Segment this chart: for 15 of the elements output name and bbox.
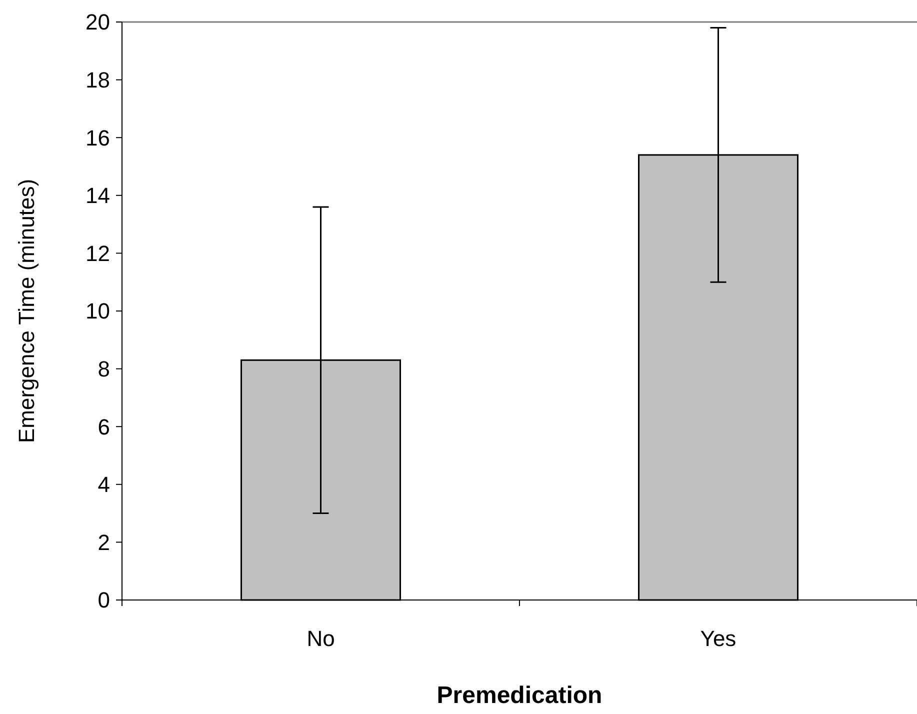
y-tick-label: 4: [98, 472, 110, 498]
y-tick-label: 12: [86, 240, 110, 266]
y-tick-label: 10: [86, 298, 110, 324]
y-tick-label: 18: [86, 68, 110, 92]
y-tick-label: 6: [98, 414, 110, 440]
y-tick-label: 8: [98, 356, 110, 382]
x-tick-label: No: [306, 626, 335, 651]
y-tick-label: 14: [86, 183, 110, 208]
y-axis-title: Emergence Time (minutes): [14, 178, 39, 444]
x-tick-label: Yes: [700, 626, 736, 651]
x-axis-title: Premedication: [436, 682, 602, 709]
y-tick-label: 0: [98, 588, 110, 613]
y-tick-label: 16: [86, 125, 110, 150]
y-tick-label: 20: [86, 10, 110, 35]
y-tick-label: 2: [98, 530, 110, 555]
